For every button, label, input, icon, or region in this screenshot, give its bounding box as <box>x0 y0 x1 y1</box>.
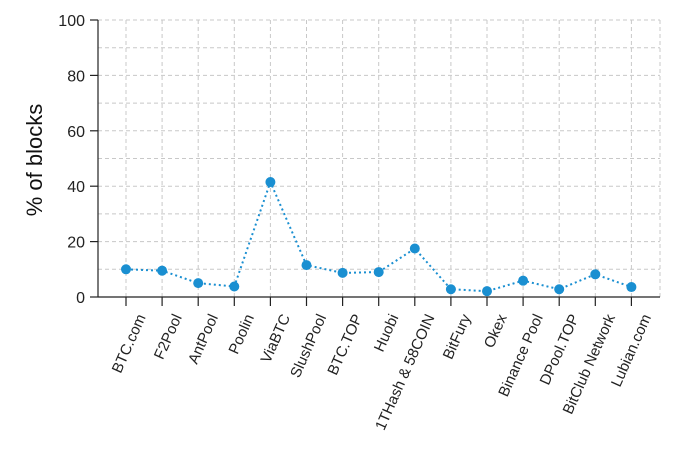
x-tick-label: BTC.TOP <box>324 312 366 378</box>
x-tick-label: BTC.com <box>109 312 150 376</box>
data-point <box>626 282 637 293</box>
y-tick-label: 40 <box>67 179 85 196</box>
series-line <box>121 177 637 297</box>
data-point <box>373 267 384 278</box>
data-point <box>121 264 131 275</box>
x-tick-label: ViaBTC <box>258 312 295 366</box>
x-tick-label: AntPool <box>185 312 222 367</box>
x-tick-label: Poolin <box>225 312 257 357</box>
data-point <box>554 284 565 295</box>
data-point <box>445 284 456 295</box>
data-point <box>409 243 420 254</box>
y-tick-label: 60 <box>67 124 85 141</box>
data-point <box>518 275 529 286</box>
y-tick-label: 0 <box>76 290 85 307</box>
tick-labels: 0 20 40 60 80 100 BTC.com F2Pool AntPool Poolin Vi… <box>58 13 655 433</box>
x-tick-label: Huobi <box>371 312 402 355</box>
data-point <box>337 267 348 278</box>
grid <box>98 19 661 297</box>
data-point <box>229 281 240 292</box>
data-point <box>193 278 204 289</box>
data-point <box>482 286 492 297</box>
y-tick-label: 100 <box>58 13 85 30</box>
x-tick-label: BitFury <box>440 311 475 362</box>
x-tick-label: F2Pool <box>151 312 186 362</box>
data-point <box>301 260 312 271</box>
y-tick-label: 80 <box>67 68 85 85</box>
y-tick-label: 20 <box>67 235 85 252</box>
x-tick-label: Okex <box>481 311 511 350</box>
y-axis-label: % of blocks <box>22 104 47 217</box>
data-point <box>265 177 276 188</box>
series-path <box>125 179 632 293</box>
data-point <box>590 269 601 280</box>
data-point <box>157 265 168 276</box>
axes <box>90 19 660 306</box>
